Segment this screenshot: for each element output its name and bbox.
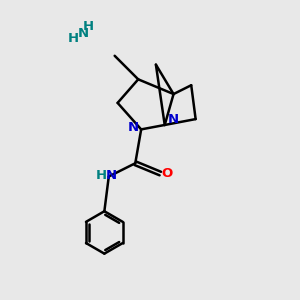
Text: N: N — [78, 27, 89, 40]
Text: O: O — [161, 167, 172, 180]
Text: H: H — [82, 20, 94, 33]
Text: N: N — [167, 112, 178, 126]
Text: N: N — [128, 122, 139, 134]
Text: N: N — [106, 169, 117, 182]
Text: H: H — [67, 32, 78, 45]
Text: H: H — [96, 169, 107, 182]
